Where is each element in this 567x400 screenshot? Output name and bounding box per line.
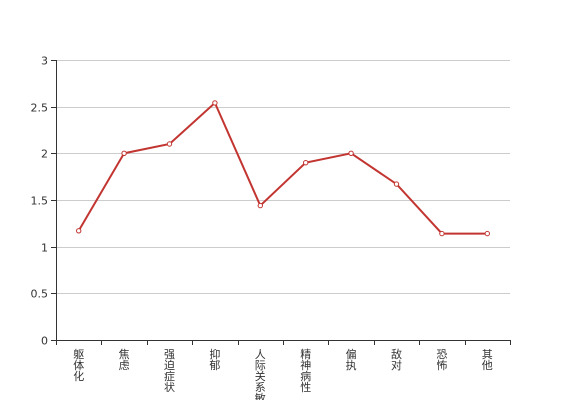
data-point[interactable] — [348, 150, 354, 157]
y-tick-label: 0.5 — [31, 288, 49, 301]
y-tick-label: 2.5 — [31, 102, 49, 115]
x-tick-label: 人际关系敏感 — [255, 348, 266, 400]
x-tick-label: 焦虑 — [119, 348, 130, 372]
x-tick-label: 敌对 — [391, 347, 402, 372]
data-point[interactable] — [393, 181, 400, 187]
data-point[interactable] — [439, 230, 445, 237]
x-tick-label: 精神病性 — [300, 348, 311, 394]
series-line — [77, 101, 488, 235]
y-tick-label: 2 — [41, 148, 48, 161]
data-point[interactable] — [303, 160, 309, 166]
data-point[interactable] — [166, 141, 173, 147]
grid-lines — [56, 60, 510, 294]
x-tick-label: 其他 — [482, 348, 493, 372]
y-tick-label: 3 — [41, 55, 48, 68]
axes: 0 0.5 1 1.5 2 2.5 3 躯体化 焦虑 强迫症状 抑郁 人际关系敏感 精神病性 偏执 敌对 恐怖… — [31, 55, 511, 400]
data-point[interactable] — [257, 202, 263, 209]
data-point[interactable] — [212, 100, 218, 106]
x-tick-label: 恐怖 — [436, 348, 447, 372]
data-point[interactable] — [76, 228, 82, 234]
x-tick-label: 偏执 — [346, 347, 357, 372]
y-tick-label: 1.5 — [31, 195, 49, 208]
x-tick-label: 抑郁 — [209, 347, 220, 372]
x-tick-label: 强迫症状 — [164, 348, 175, 394]
x-tick-label: 躯体化 — [73, 348, 84, 383]
y-tick-label: 0 — [41, 335, 48, 348]
y-tick-label: 1 — [41, 242, 48, 255]
series-layer — [76, 100, 490, 237]
data-point[interactable] — [484, 230, 490, 237]
data-point[interactable] — [121, 150, 127, 157]
